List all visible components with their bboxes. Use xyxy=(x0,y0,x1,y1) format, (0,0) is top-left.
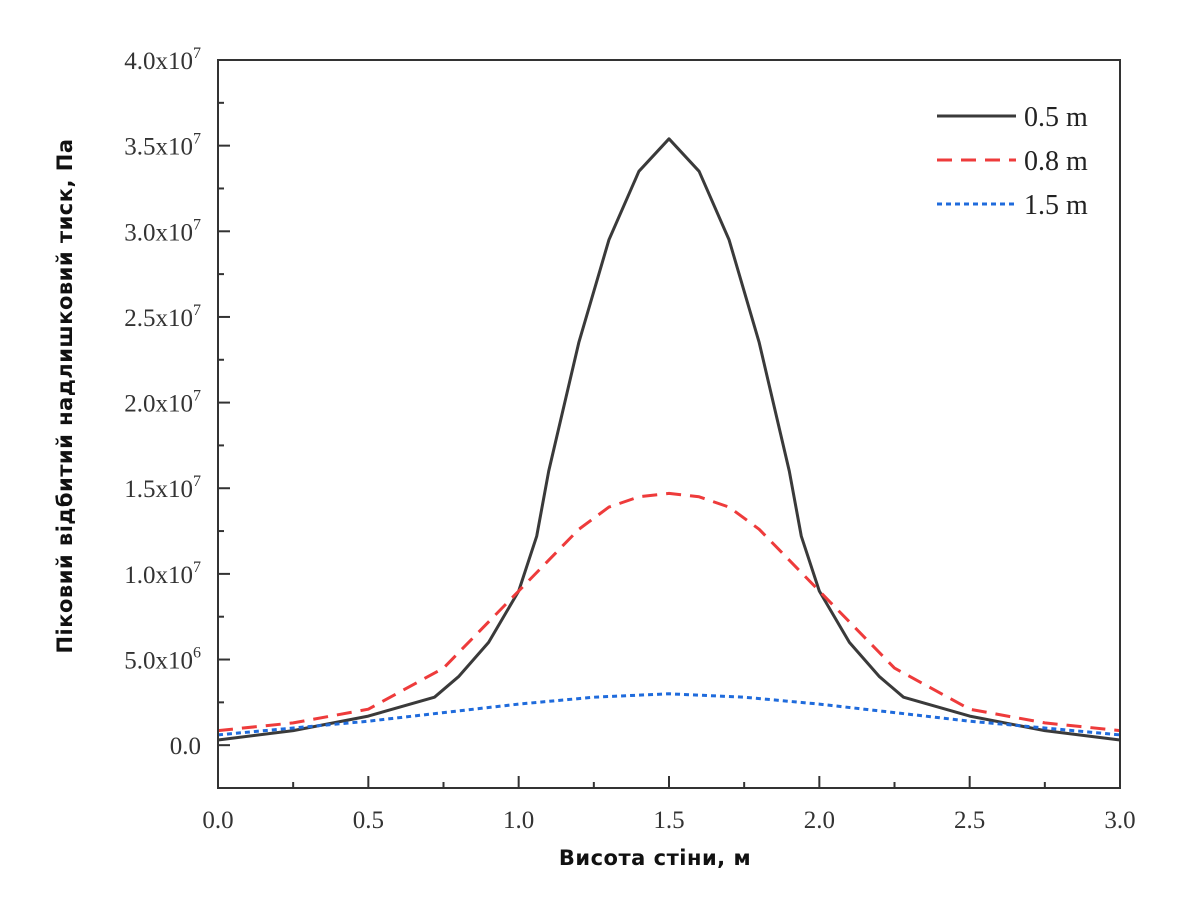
x-axis-title: Висота стіни, м xyxy=(559,846,751,870)
x-tick-label: 0.0 xyxy=(202,807,233,834)
x-tick-label: 1.0 xyxy=(503,807,534,834)
y-tick-label: 0.0 xyxy=(170,733,201,760)
x-tick-label: 2.0 xyxy=(804,807,835,834)
legend: 0.5 m 0.8 m 1.5 m xyxy=(937,102,1088,221)
y-tick-label: 4.0x107 xyxy=(124,45,201,75)
series-line-2 xyxy=(217,491,1121,733)
plot-frame xyxy=(217,59,1121,789)
x-tick-label: 2.5 xyxy=(954,807,985,834)
x-tick-label: 3.0 xyxy=(1104,807,1135,834)
y-tick-label: 2.0x107 xyxy=(124,388,201,418)
series-layer xyxy=(217,137,1121,742)
y-tick-labels: 0.0 5.0x106 1.0x107 1.5x107 2.0x107 2.5x107 3.… xyxy=(124,45,201,760)
legend-label-2: 0.8 m xyxy=(1024,146,1088,177)
series-line-1 xyxy=(217,137,1121,742)
legend-label-1: 0.5 m xyxy=(1024,102,1088,133)
x-tick-labels: 0.0 0.5 1.0 1.5 2.0 2.5 3.0 xyxy=(202,807,1135,834)
y-axis-title: Піковий відбитий надлишковий тиск, Па xyxy=(53,138,77,653)
y-tick-label: 3.5x107 xyxy=(124,131,201,161)
series-line-3 xyxy=(217,692,1121,737)
x-tick-label: 0.5 xyxy=(353,807,384,834)
y-tick-label: 2.5x107 xyxy=(124,302,201,332)
y-tick-label: 1.0x107 xyxy=(124,559,201,589)
y-tick-label: 3.0x107 xyxy=(124,216,201,246)
x-tick-label: 1.5 xyxy=(653,807,684,834)
y-tick-label: 1.5x107 xyxy=(124,473,201,503)
y-tick-label: 5.0x106 xyxy=(124,645,201,675)
axis-ticks xyxy=(217,59,1121,788)
legend-label-3: 1.5 m xyxy=(1024,190,1088,221)
